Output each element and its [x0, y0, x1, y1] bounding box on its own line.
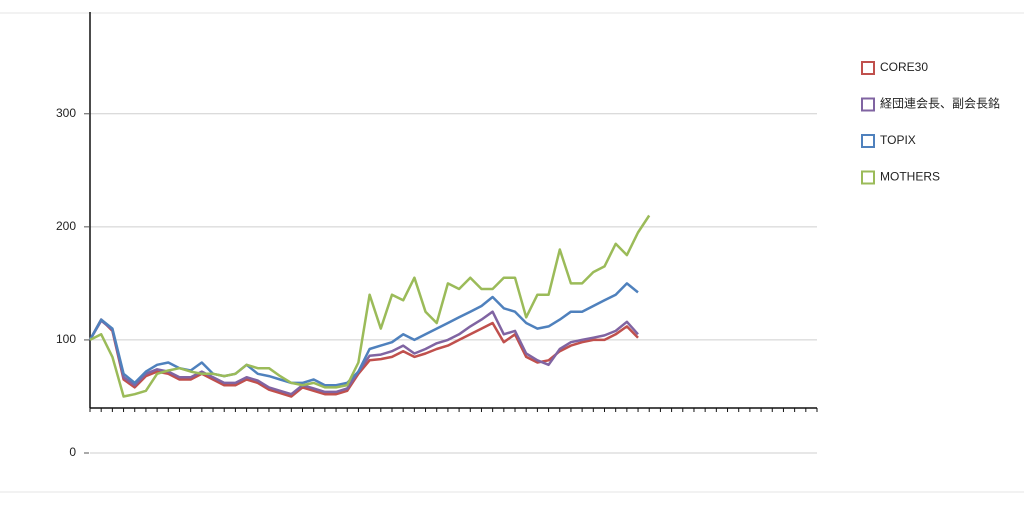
legend-label: MOTHERS — [880, 170, 940, 184]
legend-label: CORE30 — [880, 60, 928, 74]
legend-swatch — [861, 170, 875, 185]
y-tick-label: 0 — [69, 445, 76, 459]
legend-swatch — [861, 134, 875, 148]
y-tick-label: 300 — [56, 106, 76, 120]
legend-swatch — [861, 61, 875, 75]
y-tick-label: 200 — [56, 219, 76, 233]
legend-label: TOPIX — [880, 133, 916, 147]
legend-label: 経団連会長、副会長銘 — [880, 96, 1000, 111]
line-series — [88, 318, 639, 398]
line-series — [89, 214, 651, 398]
line-series — [88, 310, 639, 396]
y-tick-label: 100 — [56, 332, 76, 346]
legend-swatch — [861, 97, 875, 112]
